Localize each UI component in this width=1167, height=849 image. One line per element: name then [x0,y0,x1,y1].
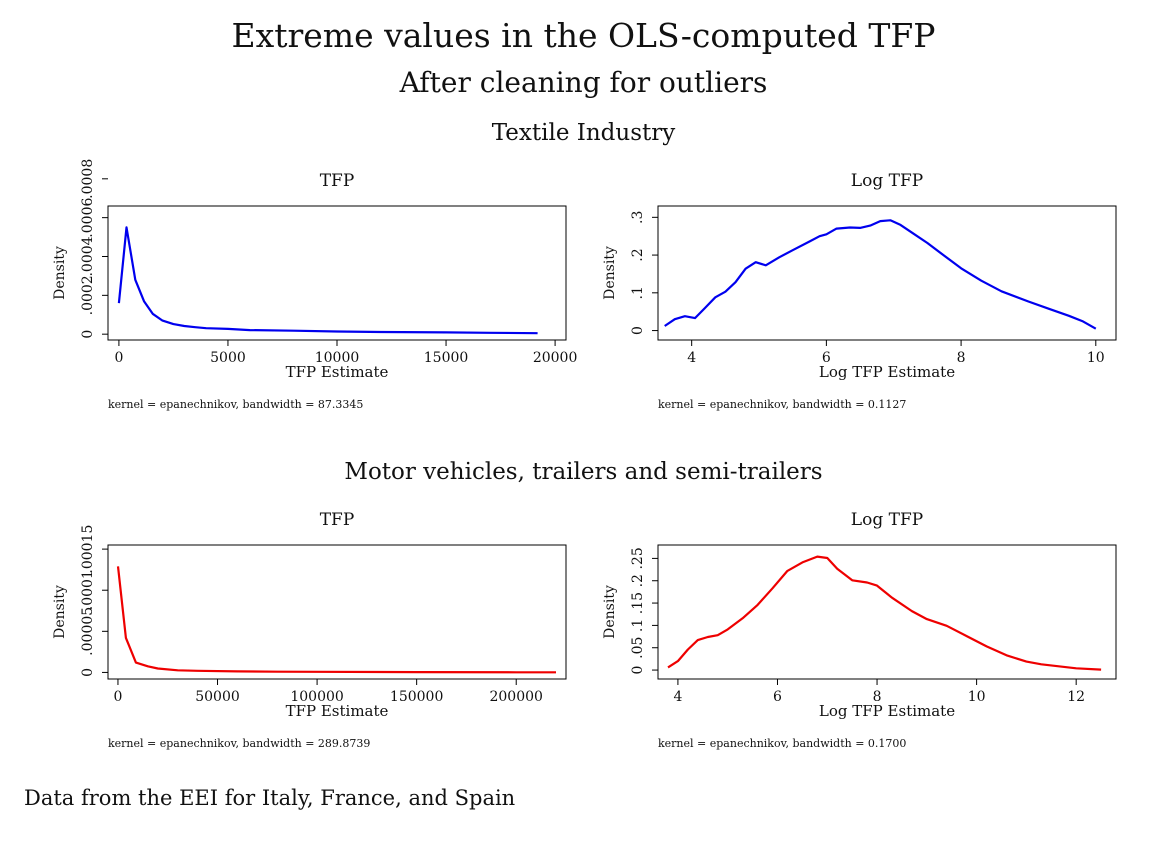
x-axis-label: TFP Estimate [286,363,389,381]
kernel-note: kernel = epanechnikov, bandwidth = 87.33… [108,398,363,411]
plot-frame [107,544,567,680]
y-tick-label: .2 [630,248,646,261]
chart-title: Log TFP [851,171,923,191]
y-tick-label: .05 [630,637,646,659]
y-axis-label: Density [52,246,68,300]
x-tick-label: 20000 [533,350,578,366]
data-source-note: Data from the EEI for Italy, France, and… [24,786,516,810]
x-axis-label: Log TFP Estimate [819,363,955,381]
plot-frame [657,205,1117,341]
x-tick-label: 10000 [315,350,360,366]
y-tick-label: .1 [630,619,646,632]
y-tick-label: .00005 [80,607,96,656]
y-tick-label: 0 [630,326,646,335]
y-axis-label: Density [602,585,618,639]
y-tick-label: .0001 [80,570,96,610]
x-tick-label: 5000 [210,350,246,366]
y-tick-label: .0006 [80,198,96,238]
x-tick-label: 6 [822,350,831,366]
y-tick-label: .0004 [80,236,96,276]
section-title-motor-vehicles: Motor vehicles, trailers and semi-traile… [344,459,823,485]
chart-title: TFP [320,171,355,191]
x-axis-label: TFP Estimate [286,702,389,720]
density-line [667,555,1102,671]
y-tick-label: .3 [630,211,646,224]
chart-title: TFP [320,510,355,530]
x-tick-label: 8 [873,689,882,705]
chart-2: Log TFP 4 6 8 10 0 .1 .2 .3 Log TFP Estimate Densi… [602,171,1117,411]
plot-frame [657,544,1117,680]
x-tick-label: 6 [773,689,782,705]
y-tick-label: 0 [630,666,646,675]
y-tick-label: .25 [630,547,646,569]
chart-4: Log TFP 4 6 8 10 12 0 .05 .1 .15 .2 .25 Log TFP Esti… [602,510,1117,750]
y-tick-label: 0 [80,330,96,339]
y-tick-label: .2 [630,574,646,587]
x-tick-label: 200000 [489,689,542,705]
y-tick-label: .00015 [80,525,96,574]
density-line [116,566,556,674]
x-tick-label: 12 [1067,689,1085,705]
density-line [117,226,538,335]
x-tick-label: 8 [957,350,966,366]
x-tick-label: 10 [968,689,986,705]
kernel-note: kernel = epanechnikov, bandwidth = 0.112… [658,398,906,411]
x-tick-label: 4 [673,689,682,705]
chart-1: TFP 0 5000 10000 15000 20000 0 .0002.0004.0006.… [52,159,577,411]
x-tick-label: 0 [114,350,123,366]
x-tick-label: 50000 [195,689,240,705]
y-tick-label: .15 [630,592,646,614]
x-tick-label: 0 [113,689,122,705]
x-tick-label: 100000 [290,689,343,705]
kernel-note: kernel = epanechnikov, bandwidth = 289.8… [108,737,370,750]
x-tick-label: 150000 [390,689,443,705]
y-axis-label: Density [52,585,68,639]
x-tick-label: 15000 [424,350,469,366]
page-title: Extreme values in the OLS-computed TFP [231,16,936,55]
y-tick-label: .0002 [80,275,96,315]
section-title-textile: Textile Industry [491,120,676,146]
x-tick-label: 10 [1087,350,1105,366]
kernel-note: kernel = epanechnikov, bandwidth = 0.170… [658,737,906,750]
x-axis-label: Log TFP Estimate [819,702,955,720]
plot-frame [107,205,567,341]
y-axis-label: Density [602,246,618,300]
x-tick-label: 4 [687,350,696,366]
y-tick-label: 0 [80,668,96,677]
y-tick-label: .0008 [80,159,96,199]
page-subtitle: After cleaning for outliers [399,66,768,99]
density-line [664,219,1097,330]
y-tick-label: .1 [630,286,646,299]
chart-3: TFP 0 50000 100000 150000 200000 0 .00005.0001.… [52,510,567,750]
chart-title: Log TFP [851,510,923,530]
